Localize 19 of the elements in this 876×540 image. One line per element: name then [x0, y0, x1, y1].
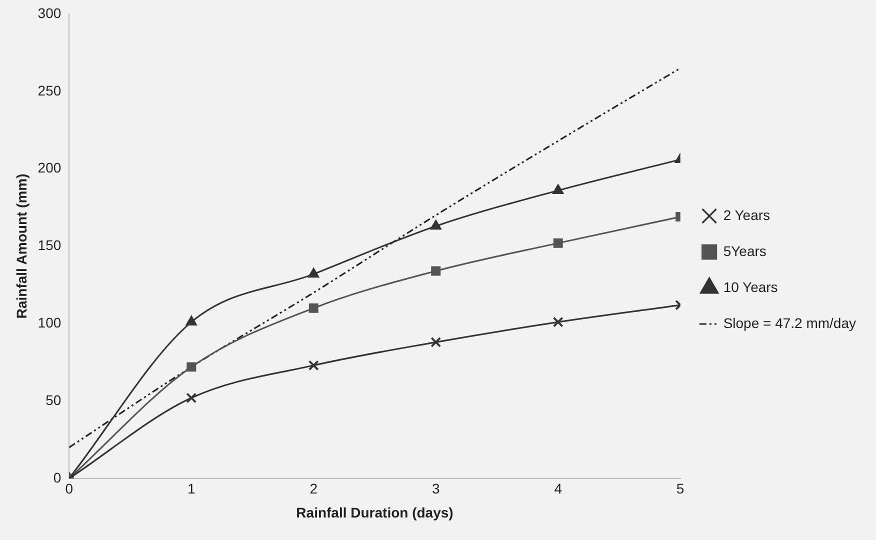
x-axis-title: Rainfall Duration (days) [296, 504, 454, 520]
y-axis-title: Rainfall Amount (mm) [13, 174, 30, 319]
y-tick-label: 100 [38, 314, 62, 330]
x-tick-label: 2 [310, 480, 318, 497]
y-tick-label: 300 [38, 4, 62, 21]
y-tick-label: 250 [38, 82, 62, 98]
x-tick-label: 5 [676, 480, 684, 497]
y-tick-label: 0 [53, 469, 62, 486]
legend-label: 2 Years [723, 206, 770, 223]
x-tick-label: 1 [187, 480, 196, 497]
x-tick-label: 0 [65, 480, 74, 497]
y-tick-label: 200 [38, 160, 62, 176]
legend-label: 10 Years [723, 278, 778, 295]
y-tick-label: 50 [46, 392, 62, 408]
y-tick-label: 150 [38, 237, 62, 254]
x-tick-label: 3 [432, 480, 440, 497]
legend-label: 5Years [723, 242, 766, 259]
x-tick-label: 4 [554, 480, 562, 497]
legend-label: Slope = 47.2 mm/day [723, 314, 856, 331]
